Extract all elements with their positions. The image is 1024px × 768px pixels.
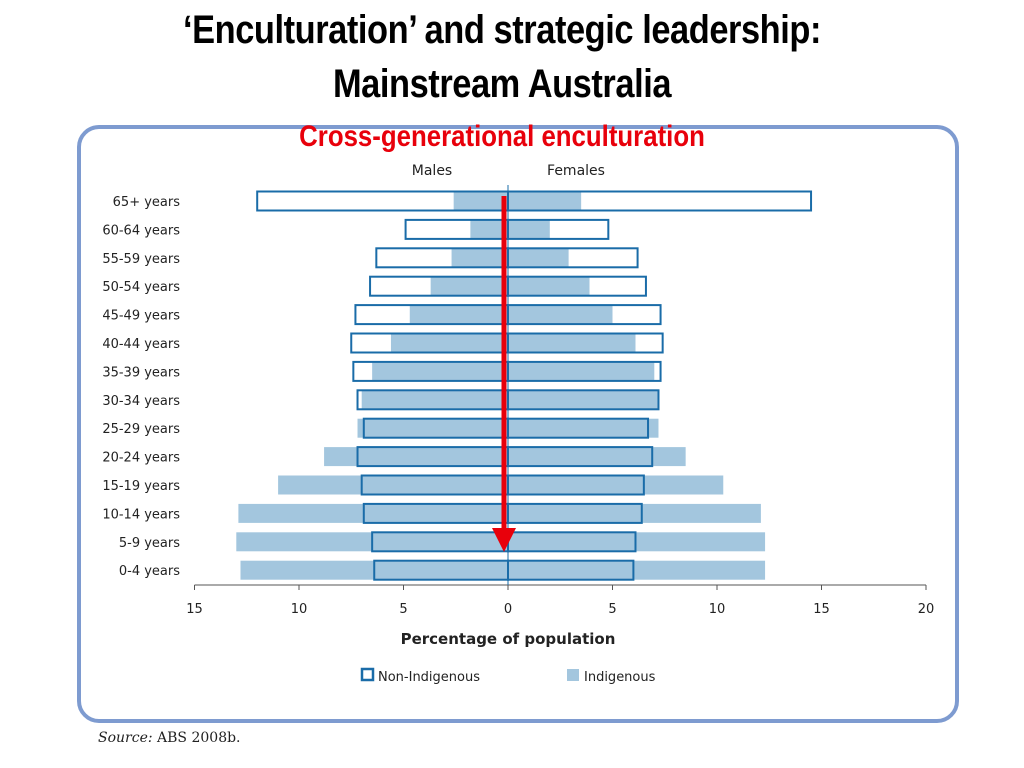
indigenous-bar-female: [508, 447, 686, 467]
x-tick-label: 15: [813, 602, 830, 617]
indigenous-bar-female: [508, 276, 590, 296]
indigenous-bar-female: [508, 532, 766, 552]
legend-non-indigenous-label: Non-Indigenous: [378, 670, 480, 685]
category-labels: 65+ years 60-64 years 55-59 years 50-54 yea…: [102, 195, 180, 579]
arrow-head: [492, 528, 516, 552]
indigenous-bar-male: [453, 191, 508, 211]
indigenous-bar-male: [470, 219, 508, 239]
indigenous-bar-male: [409, 305, 508, 325]
indigenous-bar-female: [508, 361, 655, 381]
red-down-arrow: [492, 196, 516, 552]
category-label: 10-14 years: [102, 507, 180, 522]
x-axis: 15 10 5 0 5 10 15 20: [186, 584, 935, 617]
x-tick-label: 5: [608, 602, 616, 617]
legend-indigenous-label: Indigenous: [584, 670, 656, 685]
legend-non-indigenous-swatch: [360, 667, 375, 682]
source-text: ABS 2008b.: [157, 730, 241, 746]
category-label: 35-39 years: [102, 365, 180, 380]
indigenous-bar-female: [508, 305, 613, 325]
x-tick-label: 10: [709, 602, 726, 617]
source-label: Source:: [98, 730, 153, 746]
category-label: 55-59 years: [102, 252, 180, 267]
indigenous-bar-female: [508, 560, 766, 580]
category-label: 45-49 years: [102, 309, 180, 324]
category-label: 15-19 years: [102, 479, 180, 494]
indigenous-bar-male: [361, 390, 508, 410]
indigenous-bar-female: [508, 390, 659, 410]
slide-subtitle: Cross-generational enculturation: [299, 120, 705, 153]
category-label: 20-24 years: [102, 451, 180, 466]
category-label: 5-9 years: [119, 536, 180, 551]
slide-title-line2: Mainstream Australia: [332, 62, 672, 106]
indigenous-bar-female: [508, 191, 582, 211]
indigenous-bar-male: [238, 503, 508, 523]
indigenous-bars: [236, 191, 766, 580]
indigenous-bar-female: [508, 219, 550, 239]
indigenous-bar-female: [508, 475, 724, 495]
slide-title-line1: ‘Enculturation’ and strategic leadership…: [182, 8, 822, 52]
indigenous-bar-female: [508, 248, 569, 268]
indigenous-bar-male: [324, 447, 508, 467]
indigenous-bar-male: [430, 276, 508, 296]
category-label: 50-54 years: [102, 280, 180, 295]
indigenous-bar-female: [508, 503, 761, 523]
indigenous-bar-female: [508, 418, 659, 438]
x-tick-label: 15: [186, 602, 203, 617]
indigenous-bar-male: [278, 475, 508, 495]
category-label: 30-34 years: [102, 394, 180, 409]
males-label: Males: [412, 163, 452, 179]
x-tick-label: 5: [399, 602, 407, 617]
x-axis-label: Percentage of population: [401, 630, 616, 648]
source-note: Source: ABS 2008b.: [98, 730, 241, 746]
category-label: 25-29 years: [102, 422, 180, 437]
indigenous-bar-male: [357, 418, 508, 438]
category-label: 40-44 years: [102, 337, 180, 352]
x-tick-label: 0: [504, 602, 512, 617]
x-tick-label: 20: [918, 602, 935, 617]
category-label: 60-64 years: [102, 223, 180, 238]
category-label: 65+ years: [113, 195, 181, 210]
females-label: Females: [547, 163, 605, 179]
category-label: 0-4 years: [119, 564, 180, 579]
indigenous-bar-male: [372, 361, 508, 381]
x-tick-label: 10: [291, 602, 308, 617]
indigenous-bar-male: [451, 248, 508, 268]
legend: Non-Indigenous Indigenous: [360, 667, 656, 685]
indigenous-bar-female: [508, 333, 636, 353]
indigenous-bar-male: [390, 333, 508, 353]
legend-indigenous-swatch: [567, 669, 579, 681]
